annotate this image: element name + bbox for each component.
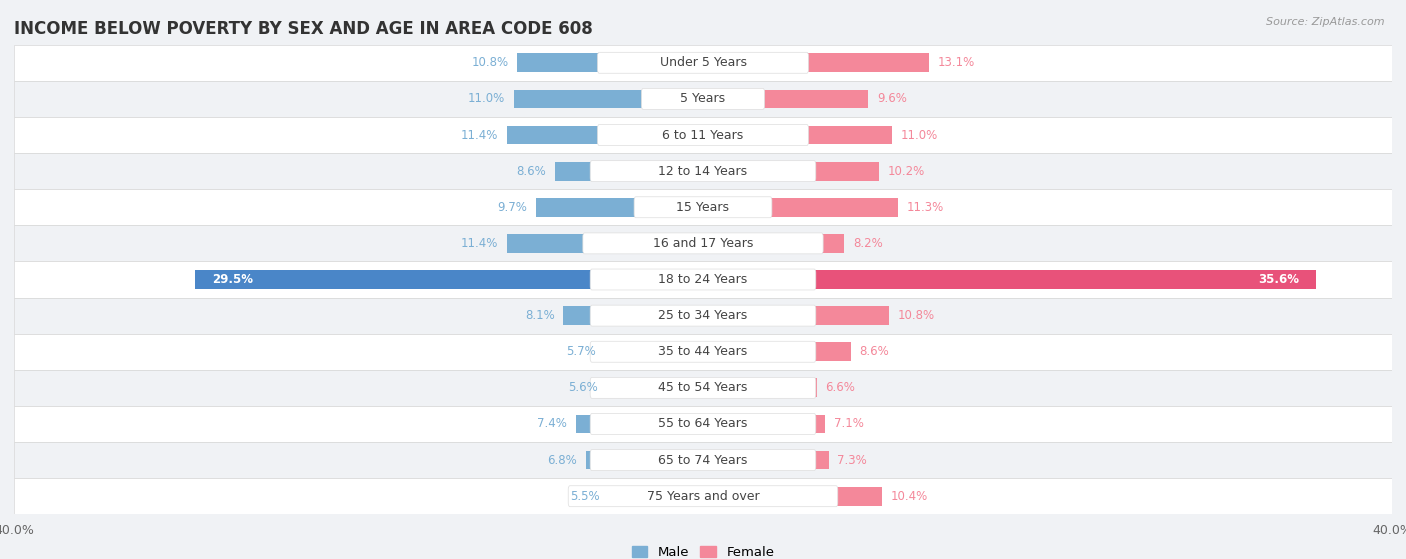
Text: 6.6%: 6.6% — [825, 381, 855, 394]
Bar — [586, 451, 703, 470]
Bar — [703, 234, 844, 253]
Bar — [536, 198, 703, 217]
Bar — [14, 153, 1392, 189]
FancyBboxPatch shape — [591, 377, 815, 399]
Text: 65 to 74 Years: 65 to 74 Years — [658, 453, 748, 467]
Text: 10.4%: 10.4% — [891, 490, 928, 503]
Text: 11.4%: 11.4% — [461, 237, 498, 250]
Bar — [703, 162, 879, 181]
FancyBboxPatch shape — [591, 414, 815, 434]
Text: 7.1%: 7.1% — [834, 418, 863, 430]
Bar — [703, 126, 893, 144]
Text: 10.8%: 10.8% — [897, 309, 935, 322]
Bar — [195, 270, 703, 289]
Text: 5 Years: 5 Years — [681, 92, 725, 106]
Bar — [703, 415, 825, 433]
Bar — [506, 126, 703, 144]
Bar — [14, 189, 1392, 225]
Text: 5.7%: 5.7% — [567, 345, 596, 358]
Text: 12 to 14 Years: 12 to 14 Years — [658, 165, 748, 178]
Bar — [14, 370, 1392, 406]
Bar — [703, 306, 889, 325]
FancyBboxPatch shape — [591, 341, 815, 362]
Bar — [564, 306, 703, 325]
FancyBboxPatch shape — [598, 53, 808, 73]
Bar — [14, 297, 1392, 334]
FancyBboxPatch shape — [634, 197, 772, 218]
Text: 7.3%: 7.3% — [838, 453, 868, 467]
Text: 8.6%: 8.6% — [516, 165, 547, 178]
Bar — [703, 54, 928, 72]
Bar — [609, 487, 703, 505]
Text: 11.0%: 11.0% — [468, 92, 505, 106]
Bar — [14, 334, 1392, 370]
Bar — [14, 225, 1392, 262]
Text: 45 to 54 Years: 45 to 54 Years — [658, 381, 748, 394]
Text: 10.2%: 10.2% — [887, 165, 925, 178]
Text: INCOME BELOW POVERTY BY SEX AND AGE IN AREA CODE 608: INCOME BELOW POVERTY BY SEX AND AGE IN A… — [14, 20, 593, 37]
Bar — [703, 342, 851, 361]
FancyBboxPatch shape — [591, 160, 815, 182]
Text: 35.6%: 35.6% — [1258, 273, 1299, 286]
Text: 25 to 34 Years: 25 to 34 Years — [658, 309, 748, 322]
FancyBboxPatch shape — [591, 305, 815, 326]
Text: Source: ZipAtlas.com: Source: ZipAtlas.com — [1267, 17, 1385, 27]
FancyBboxPatch shape — [641, 88, 765, 110]
Text: 8.2%: 8.2% — [853, 237, 883, 250]
FancyBboxPatch shape — [591, 269, 815, 290]
Text: 16 and 17 Years: 16 and 17 Years — [652, 237, 754, 250]
Bar — [506, 234, 703, 253]
Text: 6 to 11 Years: 6 to 11 Years — [662, 129, 744, 141]
Bar — [14, 81, 1392, 117]
Bar — [14, 406, 1392, 442]
Text: 15 Years: 15 Years — [676, 201, 730, 214]
Text: 29.5%: 29.5% — [212, 273, 253, 286]
Bar — [513, 89, 703, 108]
Bar — [703, 378, 817, 397]
Text: 75 Years and over: 75 Years and over — [647, 490, 759, 503]
FancyBboxPatch shape — [583, 233, 823, 254]
Bar — [14, 478, 1392, 514]
Text: 35 to 44 Years: 35 to 44 Years — [658, 345, 748, 358]
Text: 5.6%: 5.6% — [568, 381, 598, 394]
Text: 8.1%: 8.1% — [524, 309, 555, 322]
Bar — [703, 270, 1316, 289]
Text: 6.8%: 6.8% — [547, 453, 578, 467]
Bar — [703, 198, 897, 217]
Bar — [517, 54, 703, 72]
Bar — [14, 262, 1392, 297]
Bar — [14, 442, 1392, 478]
Text: 11.3%: 11.3% — [907, 201, 943, 214]
FancyBboxPatch shape — [568, 486, 838, 506]
FancyBboxPatch shape — [591, 449, 815, 471]
Text: 9.6%: 9.6% — [877, 92, 907, 106]
Text: 11.0%: 11.0% — [901, 129, 938, 141]
Text: 11.4%: 11.4% — [461, 129, 498, 141]
Bar — [14, 117, 1392, 153]
Bar — [606, 378, 703, 397]
Text: 13.1%: 13.1% — [938, 56, 974, 69]
Bar — [575, 415, 703, 433]
Legend: Male, Female: Male, Female — [626, 541, 780, 559]
Text: 7.4%: 7.4% — [537, 418, 567, 430]
Text: 10.8%: 10.8% — [471, 56, 509, 69]
Bar — [703, 89, 869, 108]
Bar — [555, 162, 703, 181]
Bar — [14, 45, 1392, 81]
Text: 8.6%: 8.6% — [859, 345, 890, 358]
Text: 9.7%: 9.7% — [498, 201, 527, 214]
Bar — [605, 342, 703, 361]
Text: 55 to 64 Years: 55 to 64 Years — [658, 418, 748, 430]
Bar — [703, 487, 882, 505]
Bar — [703, 451, 828, 470]
Text: 5.5%: 5.5% — [569, 490, 599, 503]
FancyBboxPatch shape — [598, 125, 808, 145]
Text: 18 to 24 Years: 18 to 24 Years — [658, 273, 748, 286]
Text: Under 5 Years: Under 5 Years — [659, 56, 747, 69]
